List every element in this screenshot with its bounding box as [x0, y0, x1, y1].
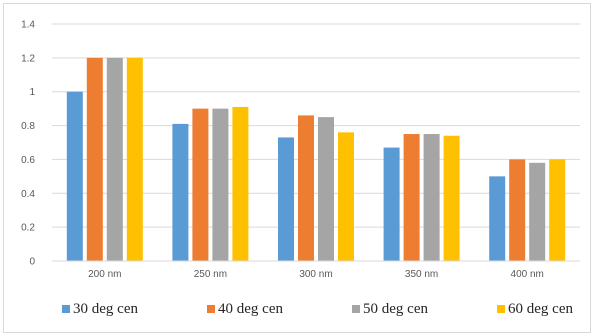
x-axis-ticks: 200 nm 250 nm 300 nm 350 nm 400 nm: [88, 269, 544, 280]
bar-chart: 0 0.2 0.4 0.6 0.8 1 1.2 1.4 200 nm 250 nm 300 nm 3…: [21, 20, 580, 317]
legend: 30 deg cen 40 deg cen 50 deg cen 60 deg cen: [62, 301, 573, 317]
bar: [509, 159, 526, 261]
x-tick-label: 400 nm: [511, 269, 544, 280]
bar: [549, 159, 566, 261]
bar: [192, 108, 209, 262]
bar: [423, 134, 440, 261]
bar: [529, 162, 546, 261]
bar: [106, 57, 123, 261]
y-tick-label: 0.4: [21, 189, 35, 200]
legend-label: 30 deg cen: [73, 301, 138, 317]
legend-swatch: [497, 305, 505, 313]
x-tick-label: 200 nm: [88, 269, 121, 280]
x-tick-label: 350 nm: [405, 269, 438, 280]
legend-swatch: [352, 305, 360, 313]
bar: [338, 132, 354, 261]
bar: [403, 134, 420, 261]
legend-swatch: [207, 305, 215, 313]
bars: [66, 57, 566, 262]
bar: [172, 123, 189, 261]
y-tick-label: 1: [29, 87, 35, 98]
bar: [318, 117, 334, 261]
bar: [232, 106, 249, 261]
y-tick-label: 1.2: [21, 53, 35, 64]
x-tick-label: 300 nm: [299, 269, 332, 280]
bar: [86, 57, 103, 261]
bar: [489, 176, 506, 261]
bar: [443, 135, 460, 261]
bar: [383, 147, 400, 261]
bar: [278, 137, 294, 261]
bar: [126, 57, 143, 261]
y-tick-label: 1.4: [21, 20, 35, 31]
bar: [298, 115, 314, 262]
bar: [66, 91, 83, 261]
legend-label: 60 deg cen: [508, 301, 573, 317]
y-tick-label: 0.2: [21, 223, 35, 234]
y-axis-ticks: 0 0.2 0.4 0.6 0.8 1 1.2 1.4: [21, 20, 35, 268]
y-tick-label: 0.6: [21, 155, 35, 166]
y-tick-label: 0.8: [21, 121, 35, 132]
y-tick-label: 0: [29, 257, 35, 268]
legend-label: 40 deg cen: [218, 301, 283, 317]
legend-label: 50 deg cen: [363, 301, 428, 317]
legend-swatch: [62, 305, 70, 313]
x-tick-label: 250 nm: [194, 269, 227, 280]
bar: [212, 108, 229, 262]
